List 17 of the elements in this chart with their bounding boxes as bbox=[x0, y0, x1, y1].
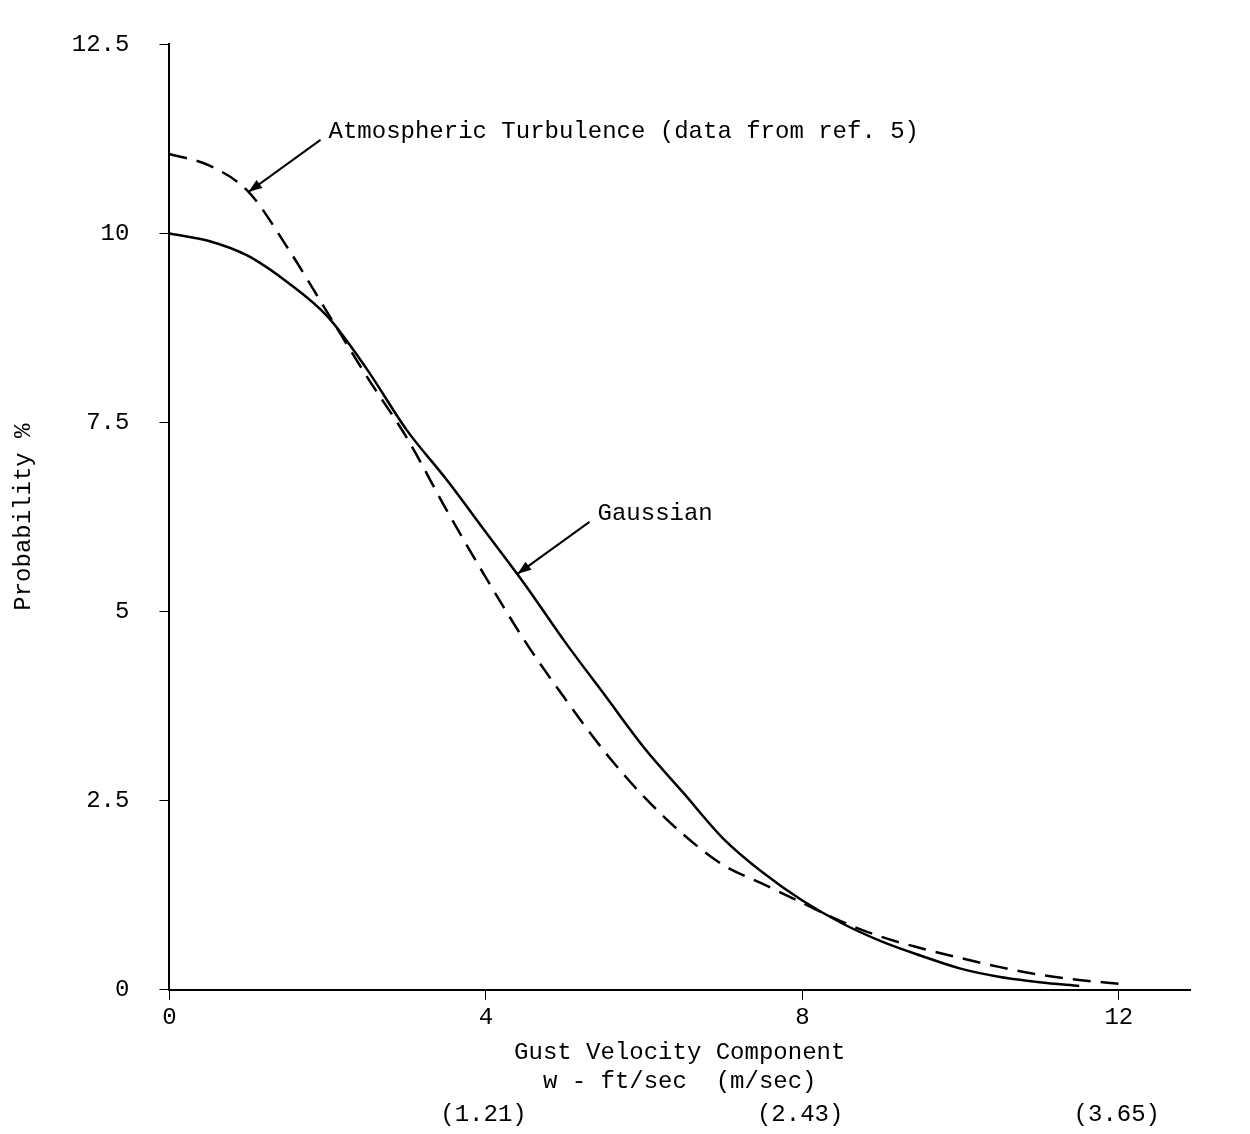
y-tick-label: 12.5 bbox=[71, 30, 130, 58]
x2-tick-label: (2.43) bbox=[756, 1100, 844, 1128]
x-tick-label: 4 bbox=[478, 1003, 494, 1031]
x2-tick-label: (3.65) bbox=[1073, 1100, 1161, 1128]
x-axis-title: Gust Velocity Component w - ft/sec (m/sec) bbox=[514, 1039, 846, 1096]
y-tick-label: 0 bbox=[115, 976, 130, 1004]
annotation: Gaussian bbox=[597, 500, 713, 528]
x2-tick-label: (1.21) bbox=[440, 1100, 527, 1128]
y-tick-label: 2.5 bbox=[86, 787, 130, 815]
y-axis-title: Probability % bbox=[9, 422, 37, 611]
annotation: Atmospheric Turbulence (data from ref. 5) bbox=[328, 118, 920, 146]
x-tick-label: 12 bbox=[1104, 1003, 1134, 1031]
y-tick-label: 10 bbox=[100, 219, 130, 247]
y-tick-label: 5 bbox=[115, 598, 130, 625]
x-tick-label: 8 bbox=[795, 1003, 810, 1031]
y-tick-label: 7.5 bbox=[86, 408, 130, 436]
x-tick-label: 0 bbox=[162, 1003, 177, 1031]
